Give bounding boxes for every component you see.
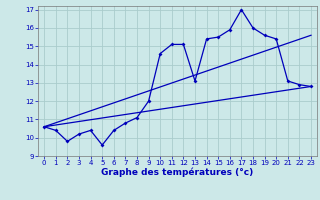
X-axis label: Graphe des températures (°c): Graphe des températures (°c): [101, 168, 254, 177]
